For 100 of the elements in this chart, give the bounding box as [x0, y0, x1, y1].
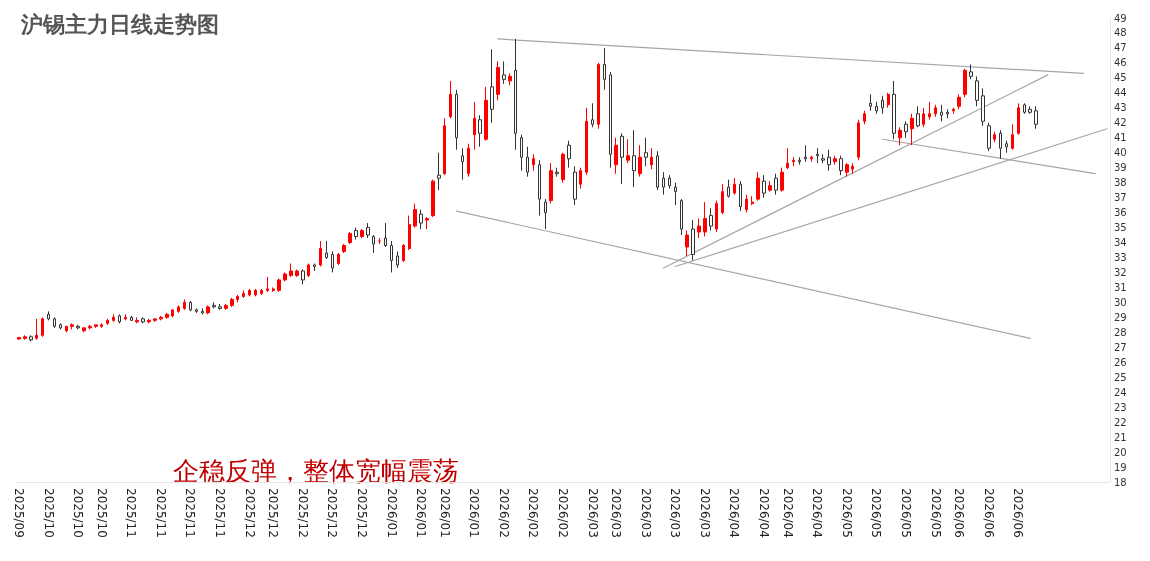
- candlestick: [981, 87, 985, 127]
- candlestick: [372, 234, 375, 254]
- candlestick: [751, 195, 754, 206]
- candlestick: [875, 101, 878, 115]
- candlestick: [916, 105, 920, 128]
- x-tick-label: 2026/02: [496, 488, 511, 538]
- candlestick: [833, 155, 837, 166]
- candlestick: [455, 89, 458, 151]
- y-tick-label: 21: [1114, 431, 1127, 443]
- candlestick: [461, 147, 464, 181]
- candlestick: [703, 201, 707, 238]
- x-tick-label: 2025/11: [124, 488, 139, 538]
- y-tick-label: 23: [1114, 401, 1127, 413]
- y-tick-label: 43: [1114, 102, 1127, 114]
- y-tick-label: 26: [1114, 356, 1127, 368]
- candlestick: [928, 101, 931, 121]
- y-tick-label: 35: [1114, 222, 1127, 234]
- candlestick: [478, 114, 482, 148]
- candlestick: [408, 215, 411, 251]
- candlestick: [124, 313, 127, 321]
- y-tick-label: 33: [1114, 251, 1127, 263]
- candlestick: [845, 162, 849, 178]
- candlestick: [656, 150, 659, 191]
- candlestick: [1005, 140, 1008, 154]
- candlestick: [242, 289, 245, 299]
- x-tick-label: 2025/12: [295, 488, 310, 538]
- candlestick: [360, 228, 364, 239]
- candlestick: [620, 132, 624, 185]
- candlestick: [502, 60, 506, 85]
- candlestick: [816, 147, 819, 164]
- candlestick: [520, 134, 523, 172]
- x-tick-label: 2026/05: [839, 488, 854, 538]
- candlestick: [739, 180, 742, 212]
- candlestick: [29, 334, 33, 342]
- chart-title: 沪锡主力日线走势图: [20, 11, 219, 37]
- candlestick: [165, 312, 169, 320]
- x-tick-label: 2025/11: [153, 488, 168, 538]
- x-tick-label: 2026/02: [526, 488, 541, 538]
- candlestick: [206, 304, 210, 315]
- x-tick-label: 2026/04: [810, 488, 825, 538]
- candlestick: [579, 167, 582, 190]
- candlestick: [774, 173, 778, 196]
- candlestick: [319, 240, 322, 267]
- x-tick-label: 2026/05: [869, 488, 884, 538]
- candlestick: [342, 243, 346, 254]
- y-tick-label: 45: [1114, 72, 1127, 84]
- candlestick: [709, 207, 713, 232]
- candlestick: [224, 303, 228, 311]
- x-tick-label: 2025/12: [266, 488, 281, 538]
- x-tick-label: 2026/03: [609, 488, 624, 538]
- candlestick: [396, 251, 399, 269]
- x-tick-label: 2026/06: [981, 488, 996, 538]
- x-tick-label: 2026/05: [928, 488, 943, 538]
- candlestick: [177, 304, 180, 314]
- candlestick: [295, 268, 299, 278]
- x-tick-label: 2025/12: [354, 488, 369, 538]
- x-tick-label: 2026/01: [467, 488, 482, 538]
- x-tick-label: 2026/04: [727, 488, 742, 538]
- candlestick: [898, 126, 902, 146]
- candlestick: [88, 324, 92, 330]
- candlestick: [662, 171, 665, 196]
- candlestick: [118, 313, 121, 324]
- candlestick: [756, 171, 760, 202]
- candlestick: [644, 137, 648, 167]
- candlestick: [697, 218, 701, 239]
- y-tick-label: 31: [1114, 281, 1127, 293]
- candlestick: [910, 113, 914, 146]
- candlestick: [768, 180, 772, 193]
- candlestick: [549, 162, 553, 205]
- candlestick: [810, 155, 813, 163]
- candlestick: [484, 86, 488, 142]
- candlestick: [508, 72, 512, 86]
- candlestick: [963, 68, 967, 98]
- candlestick: [1034, 105, 1038, 130]
- candlestick: [354, 227, 358, 241]
- candlestick: [1023, 102, 1026, 115]
- candlestick: [195, 307, 198, 314]
- candlestick: [325, 240, 328, 260]
- y-tick-label: 32: [1114, 266, 1127, 278]
- candlestick: [313, 262, 316, 272]
- candlestick: [337, 252, 340, 266]
- candlestick: [283, 271, 287, 282]
- candlestick: [135, 316, 139, 324]
- x-tick-label: 2025/11: [213, 488, 228, 538]
- candlestick: [47, 310, 50, 321]
- candlestick: [402, 243, 405, 263]
- candlestick: [650, 147, 653, 170]
- candlestick: [431, 179, 435, 218]
- candlestick: [526, 146, 529, 178]
- candlestick: [70, 322, 74, 330]
- candlestick: [892, 80, 896, 140]
- candlestick: [585, 107, 588, 176]
- candlestick: [680, 198, 683, 236]
- candlestick: [538, 159, 541, 217]
- candlestick: [106, 318, 109, 326]
- x-tick-label: 2025/11: [183, 488, 198, 538]
- candlestick: [691, 219, 695, 261]
- candlestick: [674, 182, 677, 206]
- candlestick: [798, 156, 801, 166]
- y-tick-label: 39: [1114, 162, 1127, 174]
